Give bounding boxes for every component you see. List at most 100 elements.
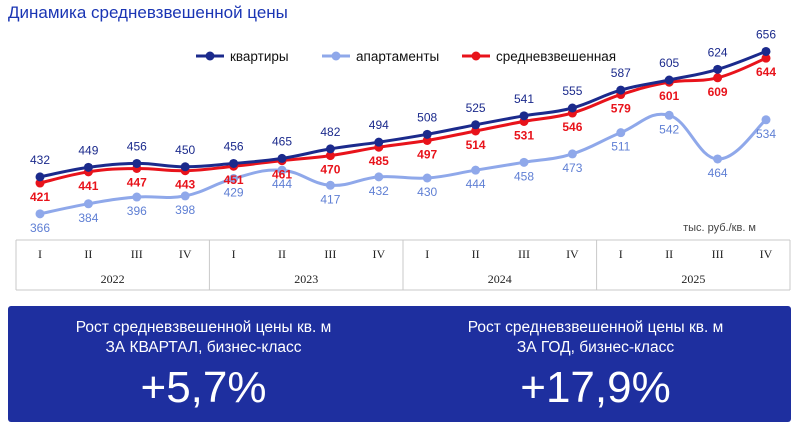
data-label-weighted: 470 <box>320 163 340 177</box>
data-point-apartments <box>616 128 626 138</box>
series-line-apartments <box>38 112 768 216</box>
kpi-quarter-label-line2: ЗА КВАРТАЛ, бизнес-класс <box>105 339 302 356</box>
legend-label: средневзвешенная <box>496 49 616 64</box>
data-label-weighted: 514 <box>466 138 486 152</box>
year-label: 2022 <box>101 272 125 286</box>
data-point-apartments <box>35 209 45 219</box>
quarter-tick-label: I <box>619 247 623 261</box>
kpi-year-value: +17,9% <box>520 363 671 412</box>
data-label-weighted: 447 <box>127 175 147 189</box>
data-point-apartments <box>519 157 529 167</box>
data-label-apartments: 429 <box>224 186 244 200</box>
data-label-weighted: 601 <box>659 89 679 103</box>
data-point-flats <box>761 46 771 56</box>
data-label-apartments: 384 <box>78 211 98 225</box>
data-point-flats <box>83 162 93 172</box>
data-label-flats: 605 <box>659 56 679 70</box>
quarter-tick-label: IV <box>179 247 192 261</box>
data-label-weighted: 485 <box>369 154 389 168</box>
data-label-weighted: 497 <box>417 147 437 161</box>
legend-swatch-marker <box>331 51 341 61</box>
quarter-tick-label: III <box>324 247 336 261</box>
quarter-tick-label: III <box>518 247 530 261</box>
data-point-apartments <box>761 115 771 125</box>
data-label-flats: 465 <box>272 134 292 148</box>
quarter-tick-label: III <box>712 247 724 261</box>
data-label-flats: 508 <box>417 110 437 124</box>
data-point-flats <box>229 158 239 168</box>
data-label-flats: 456 <box>224 139 244 153</box>
data-label-weighted: 451 <box>224 173 244 187</box>
data-label-flats: 541 <box>514 92 534 106</box>
data-point-apartments <box>180 191 190 201</box>
data-point-flats <box>180 162 190 172</box>
legend-swatch-marker <box>471 51 481 61</box>
quarter-tick-label: II <box>84 247 92 261</box>
data-point-apartments <box>374 172 384 182</box>
data-label-weighted: 443 <box>175 178 195 192</box>
data-label-weighted: 461 <box>272 168 292 182</box>
data-point-flats <box>35 172 45 182</box>
data-label-apartments: 464 <box>708 166 728 180</box>
kpi-quarter-value: +5,7% <box>140 363 267 412</box>
data-label-weighted: 644 <box>756 65 776 79</box>
quarter-tick-label: III <box>131 247 143 261</box>
quarter-tick-label: II <box>472 247 480 261</box>
year-label: 2023 <box>294 272 318 286</box>
data-point-flats <box>422 129 432 139</box>
data-label-apartments: 458 <box>514 169 534 183</box>
legend-label: квартиры <box>230 49 289 64</box>
quarter-tick-label: IV <box>566 247 579 261</box>
quarter-tick-label: I <box>38 247 42 261</box>
data-label-flats: 624 <box>708 45 728 59</box>
data-label-apartments: 444 <box>466 177 486 191</box>
data-label-apartments: 534 <box>756 127 776 141</box>
data-label-flats: 456 <box>127 139 147 153</box>
data-point-flats <box>664 75 674 85</box>
data-label-apartments: 444 <box>272 177 292 191</box>
data-point-weighted <box>713 73 723 83</box>
data-label-weighted: 421 <box>30 190 50 204</box>
data-point-weighted <box>471 126 481 136</box>
data-point-apartments <box>325 180 335 190</box>
unit-label: тыс. руб./кв. м <box>683 222 756 234</box>
data-point-flats <box>616 85 626 95</box>
data-point-flats <box>471 120 481 130</box>
data-label-flats: 555 <box>562 84 582 98</box>
page-title: Динамика средневзвешенной цены <box>8 3 288 22</box>
quarter-tick-label: I <box>425 247 429 261</box>
year-label: 2025 <box>681 272 705 286</box>
kpi-year-label-line1: Рост средневзвешенной цены кв. м <box>467 319 724 336</box>
data-point-flats <box>325 144 335 154</box>
data-point-weighted <box>761 53 771 63</box>
data-label-flats: 494 <box>369 118 389 132</box>
series-line-weighted <box>38 56 768 185</box>
data-label-flats: 432 <box>30 153 50 167</box>
data-label-apartments: 432 <box>369 184 389 198</box>
data-label-apartments: 542 <box>659 122 679 136</box>
data-point-apartments <box>713 154 723 164</box>
data-point-weighted <box>325 151 335 161</box>
data-label-weighted: 609 <box>708 85 728 99</box>
data-point-apartments <box>132 192 142 202</box>
data-point-weighted <box>35 178 45 188</box>
data-label-flats: 450 <box>175 143 195 157</box>
data-label-apartments: 396 <box>127 204 147 218</box>
data-point-apartments <box>567 149 577 159</box>
data-point-flats <box>277 153 287 163</box>
data-label-weighted: 441 <box>78 179 98 193</box>
data-label-apartments: 398 <box>175 203 195 217</box>
data-label-flats: 449 <box>78 143 98 157</box>
data-label-apartments: 430 <box>417 185 437 199</box>
data-point-flats <box>374 137 384 147</box>
kpi-year-label-line2: ЗА ГОД, бизнес-класс <box>516 339 675 356</box>
legend-label: апартаменты <box>356 49 439 64</box>
data-point-weighted <box>422 135 432 145</box>
kpi-quarter-label-line1: Рост средневзвешенной цены кв. м <box>75 319 332 336</box>
data-point-apartments <box>422 173 432 183</box>
data-point-apartments <box>277 165 287 175</box>
series-line-flats <box>38 49 768 179</box>
kpi-panel: Рост средневзвешенной цены кв. м ЗА КВАР… <box>8 306 791 422</box>
data-label-flats: 482 <box>320 125 340 139</box>
